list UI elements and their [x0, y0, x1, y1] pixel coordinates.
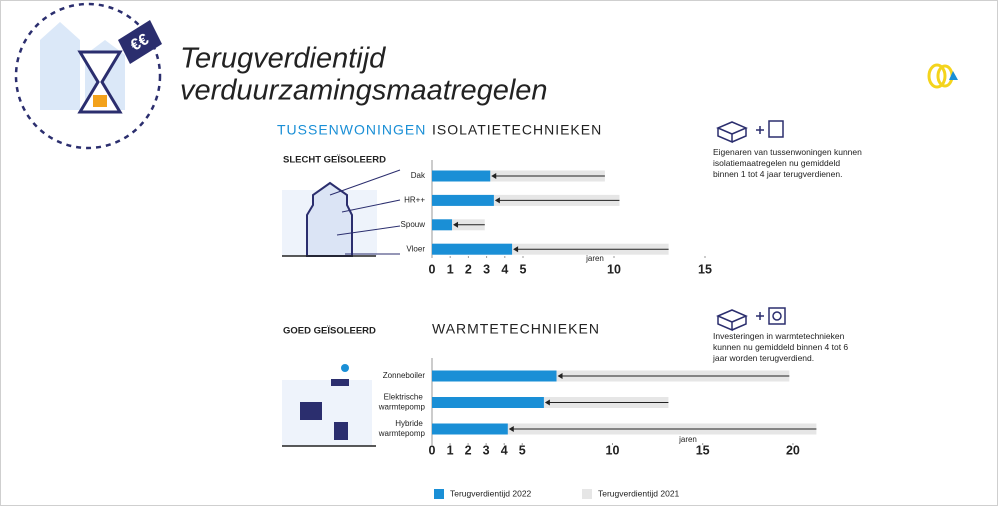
- category-label: Zonneboiler: [383, 371, 426, 380]
- x-tick-label: 4: [501, 262, 508, 276]
- category-label: Vloer: [406, 244, 425, 253]
- category-label: Dak: [411, 171, 426, 180]
- x-tick-label: 15: [698, 262, 712, 276]
- bar: [432, 397, 544, 408]
- solar-boiler: [331, 379, 349, 386]
- x-tick-label: 10: [606, 443, 620, 457]
- change-arrowhead: [544, 399, 550, 406]
- category-label: Hybride warmtepomp: [378, 419, 426, 438]
- page-title: Terugverdientijd: [180, 43, 386, 75]
- x-axis-label: jaren: [585, 254, 604, 263]
- logo: [949, 71, 958, 80]
- x-axis-label: jaren: [678, 435, 697, 444]
- bar: [432, 194, 494, 206]
- x-tick-label: 2: [465, 443, 472, 457]
- category-label: HR++: [404, 196, 425, 205]
- bar: [432, 370, 557, 382]
- chart-subtitle: SLECHT GEÏSOLEERD: [283, 155, 386, 166]
- page-title: verduurzamingsmaatregelen: [180, 75, 548, 107]
- hourglass-lock: [93, 95, 107, 107]
- bar: [432, 423, 508, 435]
- change-arrowhead: [491, 173, 497, 179]
- x-tick-label: 20: [786, 443, 800, 457]
- x-tick-label: 5: [519, 443, 526, 457]
- legend-label: Terugverdientijd 2022: [450, 488, 532, 498]
- legend-swatch: [582, 489, 592, 499]
- x-tick-label: 0: [429, 262, 436, 276]
- bar: [432, 243, 513, 255]
- sun: [341, 364, 349, 372]
- x-tick-label: 3: [483, 262, 490, 276]
- note: Investeringen in warmtetechnieken kunnen…: [713, 331, 849, 363]
- badge-text: €€: [128, 31, 152, 55]
- section-label: TUSSENWONINGEN: [277, 122, 426, 138]
- hourglass: [77, 50, 123, 114]
- category-label: Spouw: [401, 220, 426, 229]
- x-tick-label: 0: [429, 443, 436, 457]
- x-tick-label: 10: [607, 262, 621, 276]
- change-arrowhead: [557, 373, 563, 379]
- x-tick-label: 15: [696, 443, 710, 457]
- legend-swatch: [434, 489, 444, 499]
- chart-title: ISOLATIETECHNIEKEN: [432, 122, 602, 138]
- category-label: Elektrische warmtepomp: [378, 393, 426, 412]
- chart-title: WARMTETECHNIEKEN: [432, 321, 600, 337]
- bar: [432, 170, 491, 182]
- heat-pump: [300, 402, 322, 420]
- note: Eigenaren van tussenwoningen kunnen isol…: [713, 147, 862, 179]
- change-arrowhead: [494, 197, 500, 204]
- house-backdrop: [282, 380, 372, 446]
- house-1: [306, 181, 353, 257]
- x-tick-label: 2: [465, 262, 472, 276]
- change-arrowhead: [453, 221, 459, 228]
- note-icons: [716, 120, 786, 332]
- x-tick-label: 1: [447, 443, 454, 457]
- hybrid-pump: [334, 422, 348, 440]
- x-tick-label: 3: [483, 443, 490, 457]
- change-arrowhead: [513, 246, 519, 253]
- chart-subtitle: GOED GEÏSOLEERD: [283, 326, 376, 337]
- x-tick-label: 1: [447, 262, 454, 276]
- x-tick-label: 5: [520, 262, 527, 276]
- leader-lines: [329, 169, 401, 255]
- x-tick-label: 4: [501, 443, 508, 457]
- emblem-house: [40, 22, 80, 110]
- legend-label: Terugverdientijd 2021: [598, 488, 680, 498]
- bar: [432, 219, 453, 231]
- logo: [927, 63, 947, 89]
- change-arrowhead: [508, 426, 514, 432]
- emblem-ring: [14, 2, 162, 150]
- price-tag: [118, 20, 162, 64]
